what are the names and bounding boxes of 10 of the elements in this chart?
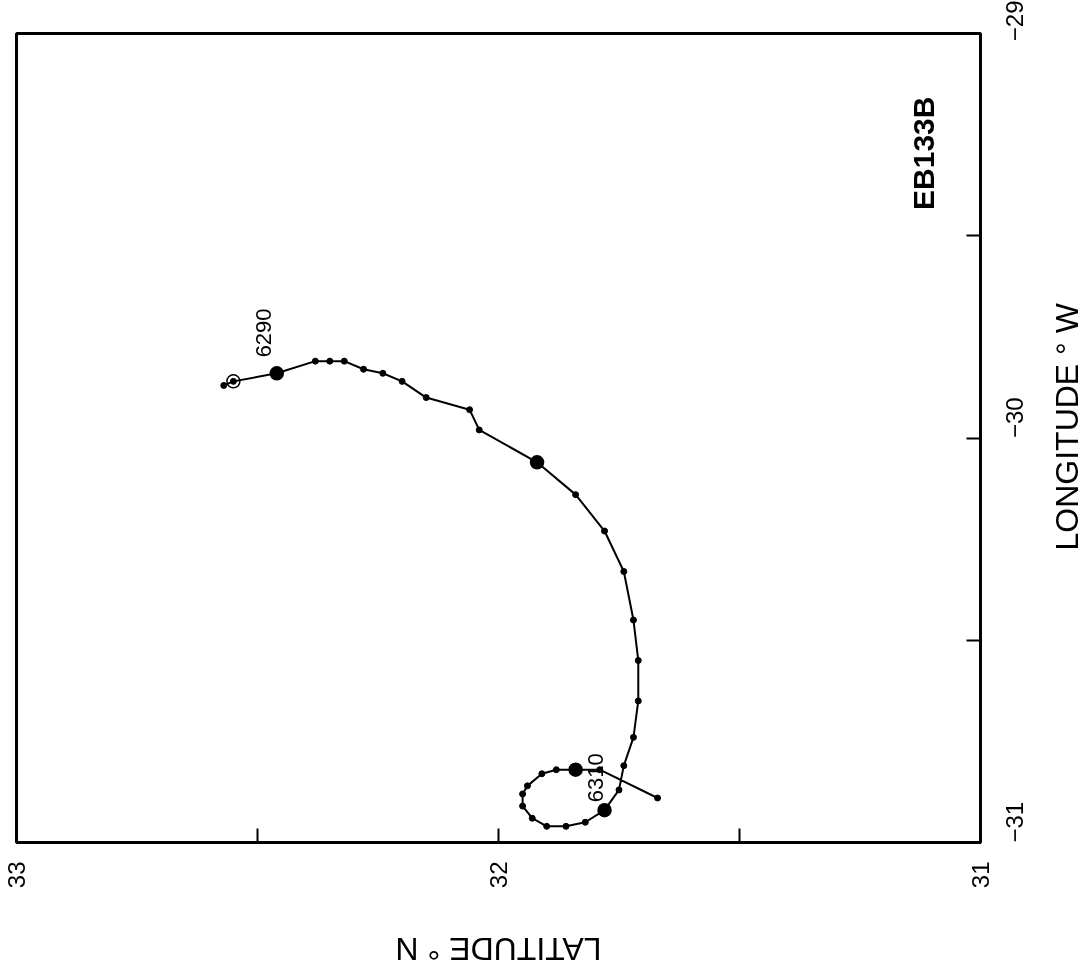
annotation: 6290 <box>250 308 276 358</box>
y-axis-title: LONGITUDE ° W <box>1048 302 1084 551</box>
x-axis-title: LATITUDE ° N <box>395 930 602 967</box>
y-tick-label: −31 <box>1001 801 1028 843</box>
annotation: EB133B <box>907 96 941 210</box>
x-tick-label: 32 <box>485 861 512 889</box>
y-tick-label: −29 <box>1001 0 1028 42</box>
x-tick-label: 31 <box>967 861 994 889</box>
x-tick-label: 33 <box>3 861 30 889</box>
y-tick-label: −30 <box>1001 397 1028 438</box>
